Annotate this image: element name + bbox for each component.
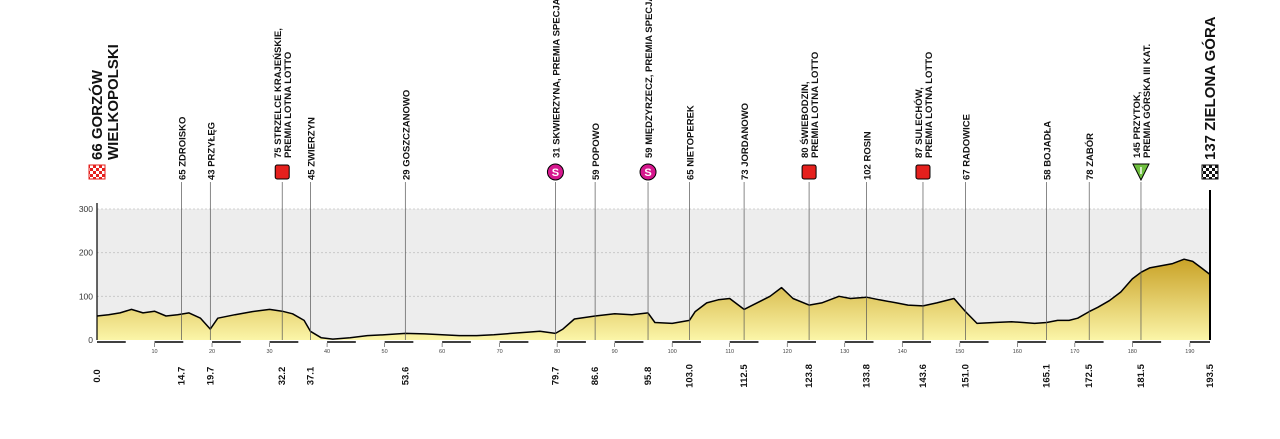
km-label-37.1: 37.1 [305,366,316,385]
x-minor-tick-label-60: 60 [439,349,445,355]
km-label-79.7: 79.7 [550,367,561,386]
waypoint-label-4: 45 ZWIERZYN [306,117,317,180]
x-minor-tick-label-130: 130 [840,349,849,355]
waypoint-label-0: 66 GORZÓW [88,69,106,160]
km-label-53.6: 53.6 [400,367,411,386]
black-checkered-flag-icon [1201,164,1219,180]
x-minor-tick-label-140: 140 [898,349,907,355]
x-minor-tick-label-160: 160 [1013,349,1022,355]
km-label-86.6: 86.6 [590,367,601,386]
waypoint-label-12: 102 ROSIN [863,131,874,180]
profile-area [97,259,1210,340]
waypoint-label-6: 31 SKWIERZYNA, PREMIA SPECJALNA [551,0,562,158]
waypoint-label-17: 145 PRZYTOK, [1132,92,1143,158]
km-label-143.6: 143.6 [918,364,929,388]
waypoint-label-3-line2: PREMIA LOTNA LOTTO [283,52,294,158]
km-label-165.1: 165.1 [1042,363,1053,387]
km-label-133.8: 133.8 [862,364,873,388]
waypoint-label-10: 73 JORDANOWO [740,103,751,180]
waypoint-label-2: 43 PRZYŁĘG [206,122,217,180]
waypoint-label-1: 65 ZDROISKO [178,117,189,180]
waypoint-label-13: 87 SULECHÓW, [913,87,925,158]
x-minor-tick-label-120: 120 [783,349,792,355]
special-letter: S [644,167,651,179]
km-label-19.7: 19.7 [205,367,216,386]
waypoint-label-11-line2: PREMIA LOTNA LOTTO [810,52,821,158]
x-minor-tick-label-50: 50 [382,349,388,355]
km-label-0.0: 0.0 [92,369,103,382]
magenta-s-circle-icon [639,163,657,181]
km-label-193.5: 193.5 [1205,363,1216,387]
km-label-172.5: 172.5 [1084,363,1095,387]
magenta-s-circle-icon [546,163,564,181]
km-label-103.0: 103.0 [684,364,695,388]
y-tick-label-0: 0 [88,335,93,345]
red-square-sprint-icon [915,164,931,180]
x-minor-tick-label-30: 30 [266,349,272,355]
km-label-151.0: 151.0 [961,364,972,388]
km-label-95.8: 95.8 [643,367,654,386]
x-minor-tick-label-180: 180 [1128,349,1137,355]
waypoint-label-11: 80 ŚWIEBODZIN, [799,81,811,158]
waypoint-label-13-line2: PREMIA LOTNA LOTTO [924,52,935,158]
waypoint-label-16: 78 ZABÓR [1084,133,1096,180]
waypoint-label-14: 67 RADOWICE [962,114,973,180]
y-tick-label-300: 300 [79,204,93,214]
y-tick-label-100: 100 [79,291,93,301]
km-label-14.7: 14.7 [177,367,188,386]
red-square-sprint-icon [274,164,290,180]
x-minor-tick-label-110: 110 [725,349,734,355]
waypoint-label-15: 58 BOJADŁA [1043,121,1054,180]
waypoint-label-5: 29 GOSZCZANOWO [401,90,412,180]
km-label-32.2: 32.2 [277,367,288,386]
x-minor-tick-label-150: 150 [955,349,964,355]
km-label-181.5: 181.5 [1136,363,1147,387]
waypoint-label-0-line2: WIELKOPOLSKI [105,44,122,160]
x-minor-tick-label-100: 100 [668,349,677,355]
x-minor-tick-label-170: 170 [1070,349,1079,355]
waypoint-label-9: 65 NIETOPEREK [685,105,696,180]
x-minor-tick-label-10: 10 [151,349,157,355]
x-minor-tick-label-190: 190 [1185,349,1194,355]
x-minor-tick-label-80: 80 [554,349,560,355]
waypoint-label-7: 59 POPOWO [591,123,602,180]
km-label-112.5: 112.5 [739,364,750,388]
x-minor-tick-label-40: 40 [324,349,330,355]
km-label-123.8: 123.8 [804,364,815,388]
waypoint-label-17-line2: PREMIA GÓRSKA III KAT. [1141,44,1153,158]
red-checkered-flag-icon [88,164,106,180]
waypoint-label-3: 75 STRZELCE KRAJEŃSKIE, [273,28,284,158]
waypoint-label-18: 137 ZIELONA GÓRA [1201,16,1219,160]
y-tick-label-200: 200 [79,248,93,258]
profile-outline [96,258,1211,340]
waypoint-label-8: 59 MIĘDZYRZECZ, PREMIA SPECJALNA [644,0,655,158]
x-minor-tick-label-20: 20 [209,349,215,355]
special-letter: S [552,167,559,179]
red-square-sprint-icon [801,164,817,180]
x-minor-tick-label-70: 70 [497,349,503,355]
x-minor-tick-label-90: 90 [612,349,618,355]
